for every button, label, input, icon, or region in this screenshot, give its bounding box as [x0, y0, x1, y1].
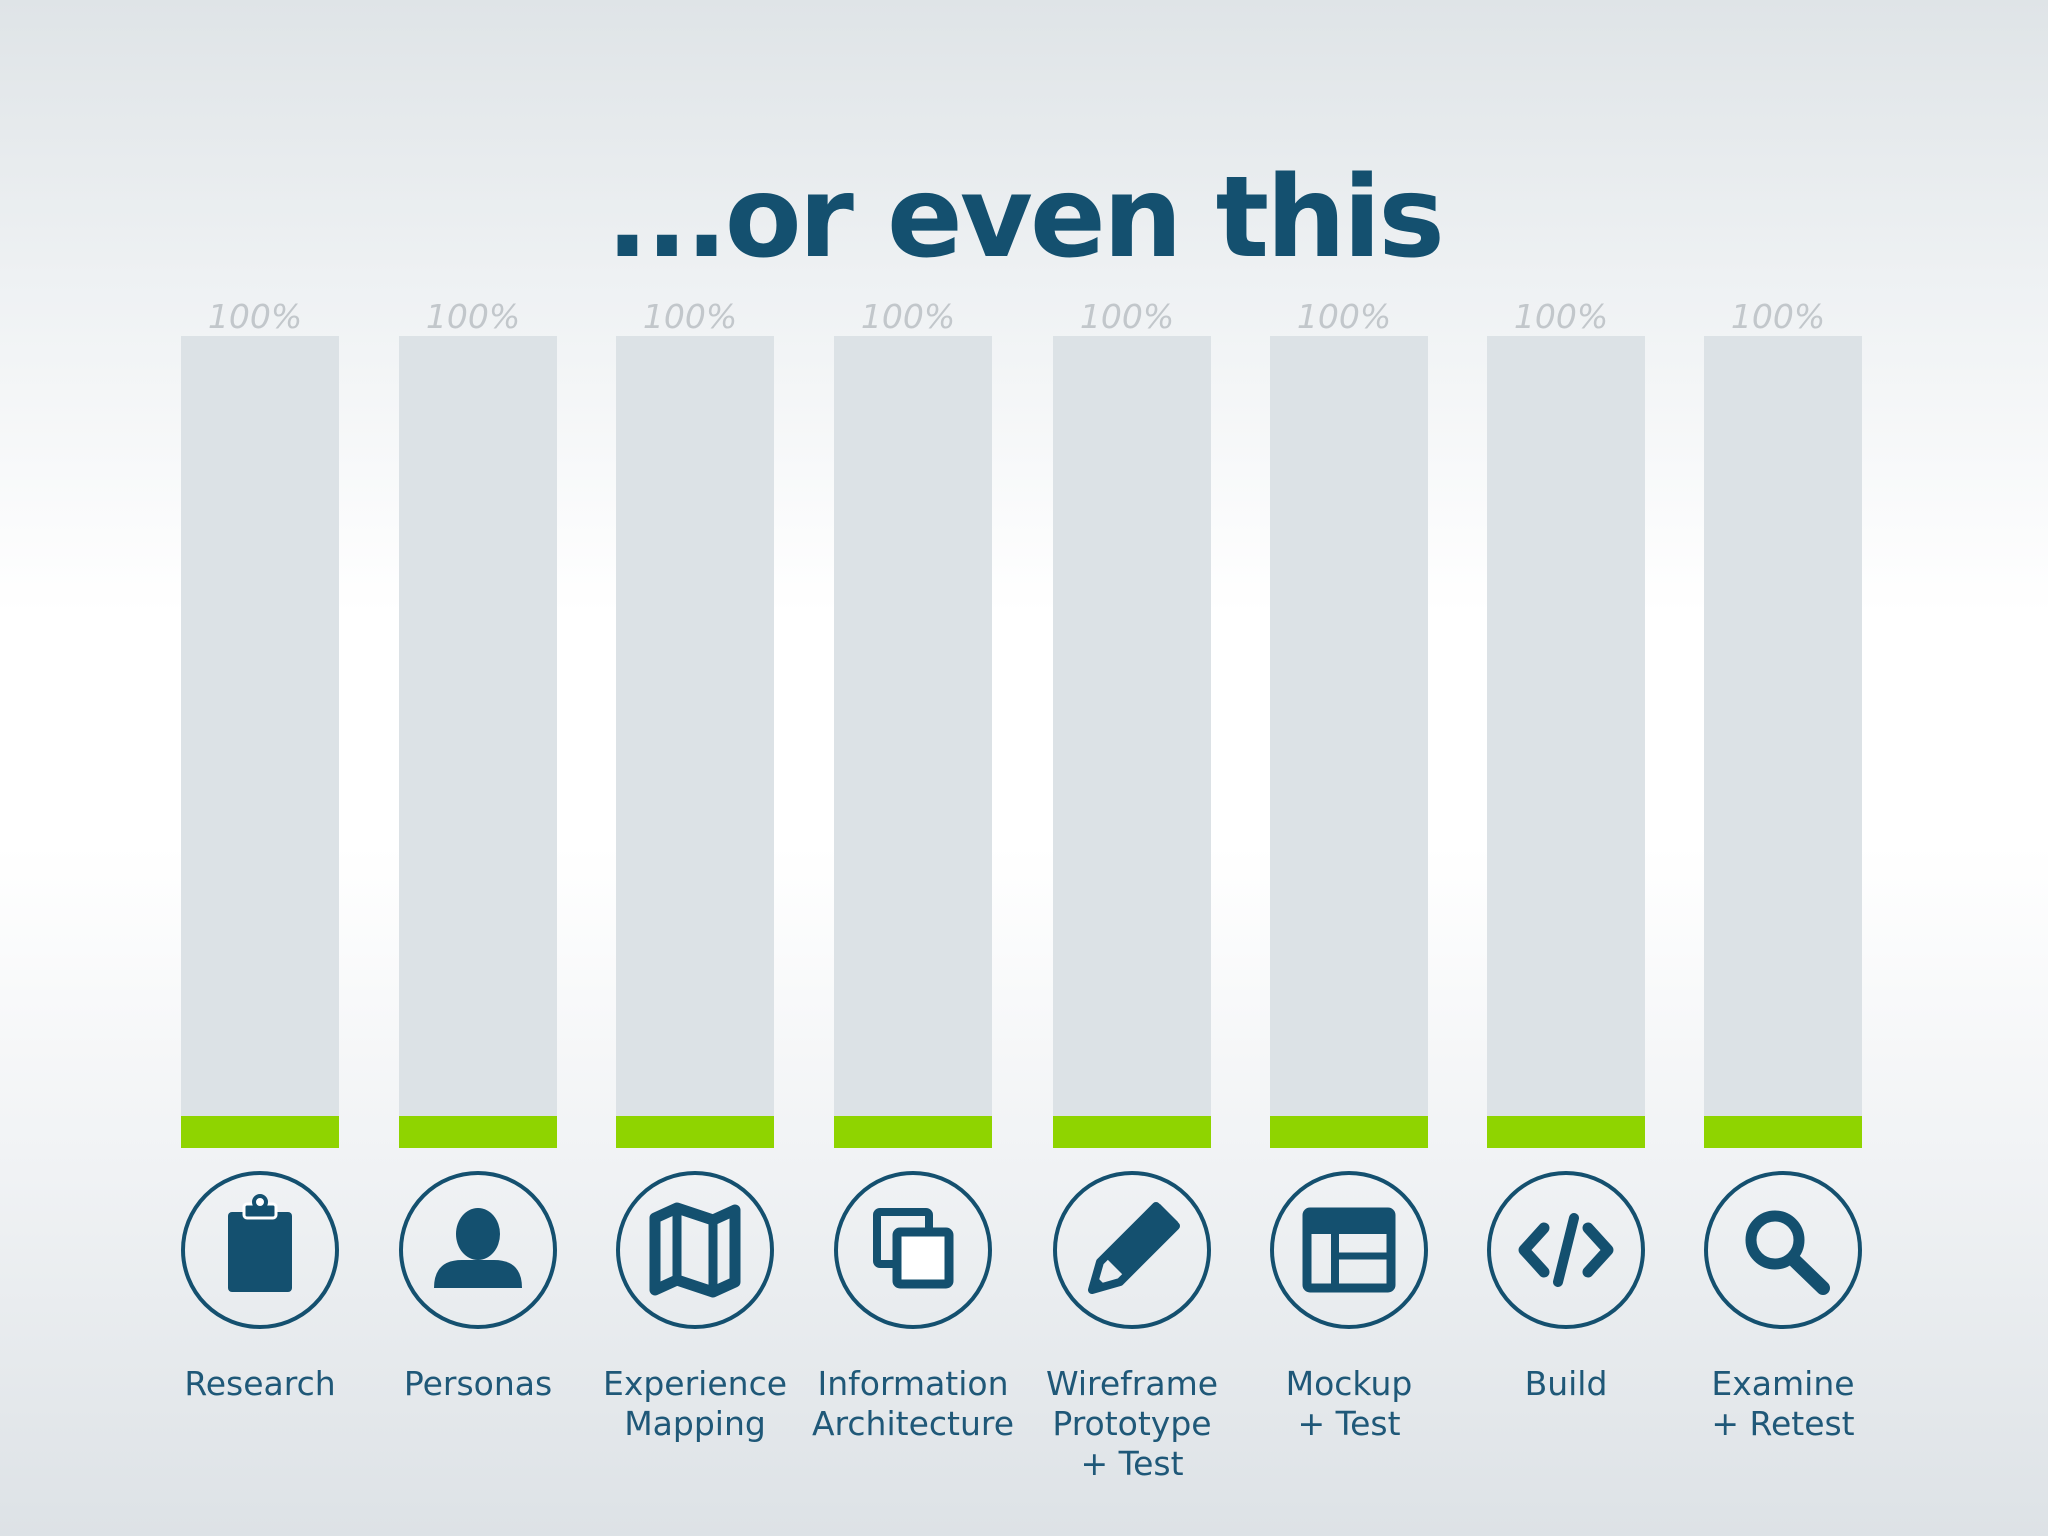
page-title: ...or even this — [606, 153, 1445, 283]
stage-label: Mockup + Test — [1285, 1364, 1413, 1443]
bar-fill — [181, 1116, 339, 1148]
person-icon — [399, 1171, 557, 1329]
bar-value-label: 100% — [861, 297, 955, 336]
bar-track — [616, 336, 774, 1148]
bar-fill — [834, 1116, 992, 1148]
magnifier-icon — [1704, 1171, 1862, 1329]
bar-value-label: 100% — [1297, 297, 1391, 336]
bar-track — [1704, 336, 1862, 1148]
stage-label: Experience Mapping — [602, 1364, 788, 1443]
bar-track — [1053, 336, 1211, 1148]
clipboard-icon — [181, 1171, 339, 1329]
bar-value-label: 100% — [1731, 297, 1825, 336]
bar-value-label: 100% — [1080, 297, 1174, 336]
bar-value-label: 100% — [1514, 297, 1608, 336]
bar-value-label: 100% — [208, 297, 302, 336]
layout-icon — [1270, 1171, 1428, 1329]
bar-fill — [1053, 1116, 1211, 1148]
bar-fill — [1704, 1116, 1862, 1148]
stage-label: Build — [1524, 1364, 1608, 1403]
bar-track — [834, 336, 992, 1148]
stage-label: Information Architecture — [811, 1364, 1015, 1443]
stage-label: Research — [184, 1364, 336, 1403]
bar-fill — [616, 1116, 774, 1148]
copy-icon — [834, 1171, 992, 1329]
bar-fill — [1270, 1116, 1428, 1148]
map-icon — [616, 1171, 774, 1329]
code-icon — [1487, 1171, 1645, 1329]
bar-fill — [399, 1116, 557, 1148]
bar-fill — [1487, 1116, 1645, 1148]
bar-track — [1270, 336, 1428, 1148]
stage-label: Personas — [403, 1364, 553, 1403]
bar-value-label: 100% — [643, 297, 737, 336]
bar-value-label: 100% — [426, 297, 520, 336]
stage-label: Examine + Retest — [1711, 1364, 1855, 1443]
bar-track — [181, 336, 339, 1148]
bar-track — [399, 336, 557, 1148]
bar-track — [1487, 336, 1645, 1148]
stage-label: Wireframe Prototype + Test — [1045, 1364, 1219, 1483]
pencil-icon — [1053, 1171, 1211, 1329]
